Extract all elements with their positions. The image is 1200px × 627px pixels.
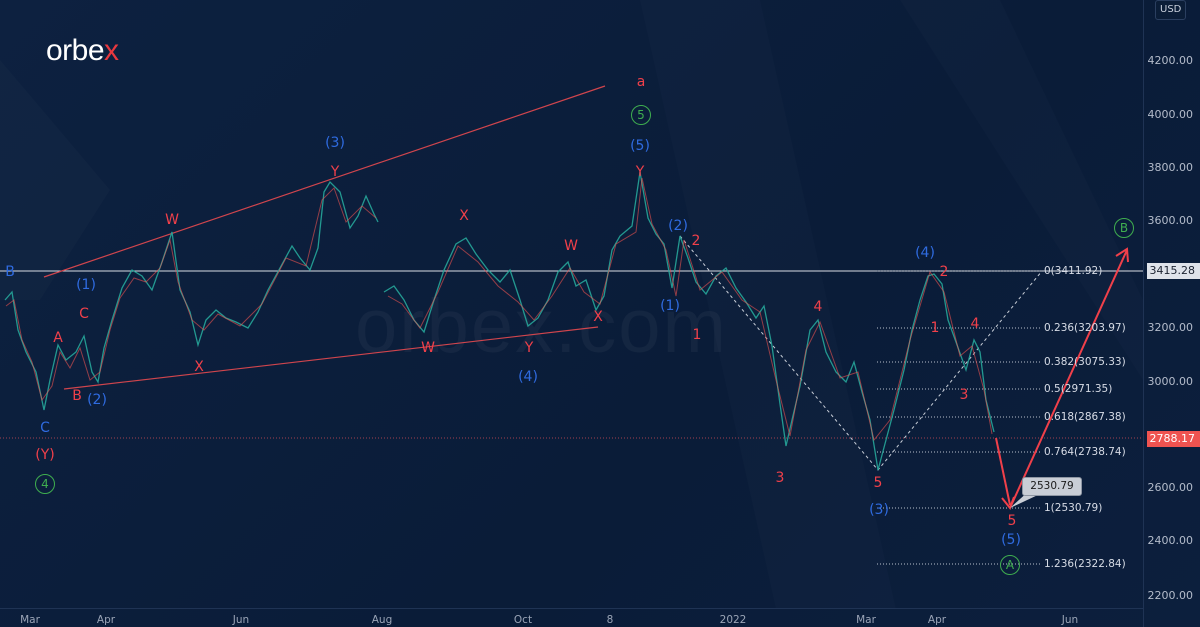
time-tick: 8 <box>606 614 614 626</box>
wave-label: 5 <box>873 475 883 491</box>
upper-trendline <box>43 85 606 278</box>
watermark: orbex.com <box>355 283 728 370</box>
bg-shape <box>0 60 110 300</box>
fib-label: 0.764(2738.74) <box>1044 446 1126 458</box>
wave-label: A <box>53 330 63 346</box>
wave-label: Y <box>524 340 534 356</box>
wave-label: W <box>564 238 578 254</box>
wave-label: (5) <box>1001 532 1021 548</box>
price-tick: 3200.00 <box>1147 321 1194 334</box>
wave-label-circled: B <box>1114 218 1134 238</box>
wave-label: X <box>593 309 603 325</box>
wave-label: Y <box>635 164 645 180</box>
wave-label: 4 <box>813 299 823 315</box>
wave-label: B <box>5 264 15 280</box>
wave-label-circled: 5 <box>631 105 651 125</box>
wave-label-circled: A <box>1000 555 1020 575</box>
time-tick: Jun <box>1061 614 1079 626</box>
brand-logo: orbex <box>46 34 119 68</box>
fib-label: 0(3411.92) <box>1044 265 1103 277</box>
time-tick: Mar <box>20 614 40 626</box>
logo-accent: x <box>104 34 119 67</box>
wave-label: W <box>421 340 435 356</box>
wave-label: (3) <box>325 135 345 151</box>
wave-label: (1) <box>660 298 680 314</box>
fib-label: 0.5(2971.35) <box>1044 383 1113 395</box>
wave-label: Y <box>330 164 340 180</box>
fib-label: 0.382(3075.33) <box>1044 356 1126 368</box>
price-tick: 3800.00 <box>1147 161 1194 174</box>
level-price-tag: 3415.28 <box>1147 263 1200 279</box>
wave-label: 3 <box>959 387 969 403</box>
fibonacci-levels <box>877 270 1042 565</box>
wave-label: X <box>459 208 469 224</box>
time-tick: Jun <box>232 614 250 626</box>
wave-label: (4) <box>915 245 935 261</box>
time-tick: Apr <box>96 614 116 626</box>
target-price-callout: 2530.79 <box>1022 477 1082 496</box>
wave-label: 5 <box>1007 513 1017 529</box>
wave-label: 1 <box>692 327 702 343</box>
wave-label: 4 <box>970 316 980 332</box>
projection-down-arrow <box>995 437 1011 506</box>
wave-label: C <box>79 306 89 322</box>
wave-label: (4) <box>518 369 538 385</box>
wave-label: 2 <box>691 233 701 249</box>
time-tick: Apr <box>927 614 947 626</box>
wave-label: 2 <box>939 264 949 280</box>
fib-label: 1(2530.79) <box>1044 502 1103 514</box>
time-tick: Aug <box>371 614 393 626</box>
fib-label: 0.618(2867.38) <box>1044 411 1126 423</box>
price-tick: 2600.00 <box>1147 481 1194 494</box>
wave-label: (2) <box>87 392 107 408</box>
wave-label: 3 <box>775 470 785 486</box>
wave-label: (3) <box>869 502 889 518</box>
lower-trendline <box>63 326 599 390</box>
fib-label: 1.236(2322.84) <box>1044 558 1126 570</box>
wave-label: 1 <box>930 320 940 336</box>
time-tick: 2022 <box>719 614 747 626</box>
wave-label: (5) <box>630 138 650 154</box>
price-series <box>4 171 995 471</box>
wave-label-circled: 4 <box>35 474 55 494</box>
time-tick: Oct <box>513 614 533 626</box>
price-tick: 2200.00 <box>1147 589 1194 602</box>
wave-label: (1) <box>76 277 96 293</box>
price-tick: 2400.00 <box>1147 534 1194 547</box>
wave-label: X <box>194 359 204 375</box>
logo-text: orbe <box>46 34 105 67</box>
time-axis-border <box>0 608 1143 609</box>
wave-label: C <box>40 420 50 436</box>
wave-label: W <box>165 212 179 228</box>
price-tick: 4000.00 <box>1147 108 1194 121</box>
price-tick: 4200.00 <box>1147 54 1194 67</box>
projection-up-arrow <box>1009 249 1128 509</box>
price-plot[interactable] <box>0 0 1143 608</box>
currency-badge[interactable]: USD <box>1155 0 1187 20</box>
last-price-tag: 2788.17 <box>1147 431 1200 447</box>
wave-label: (2) <box>668 218 688 234</box>
price-tick: 3000.00 <box>1147 375 1194 388</box>
fib-label: 0.236(3203.97) <box>1044 322 1126 334</box>
wave-label: (Y) <box>35 447 55 463</box>
price-tick: 3600.00 <box>1147 214 1194 227</box>
wave-label: B <box>72 388 82 404</box>
time-tick: Mar <box>856 614 876 626</box>
wave-label: a <box>636 74 646 90</box>
price-axis[interactable]: 4200.00 4000.00 3800.00 3600.00 3200.00 … <box>1143 0 1200 627</box>
